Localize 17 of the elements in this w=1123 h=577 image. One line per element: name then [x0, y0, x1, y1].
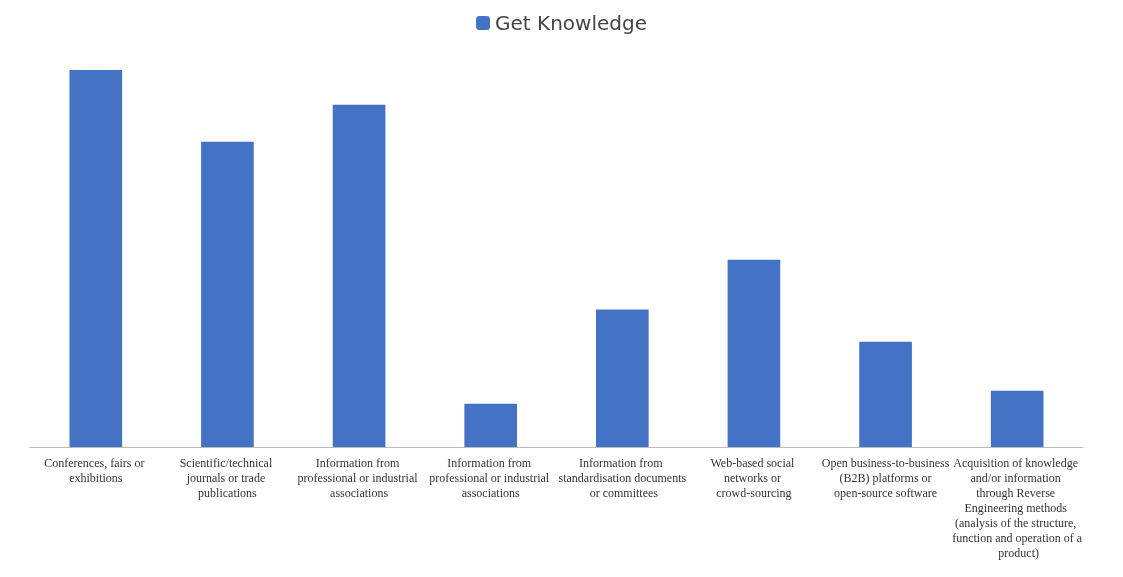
bar	[595, 309, 649, 447]
legend-label: Get Knowledge	[495, 11, 647, 35]
bar	[727, 259, 781, 447]
x-tick-label: Information from professional or industrial associations	[429, 455, 553, 500]
x-tick-label: Open business-to-business (B2B) platforms or open-source software	[821, 455, 950, 500]
x-tick-label: Conferences, fairs or exhibitions	[44, 455, 148, 485]
bar	[69, 70, 123, 447]
bar	[464, 403, 518, 447]
x-tick-label: Information from professional or industrial associations	[297, 455, 421, 500]
bar	[859, 341, 912, 447]
x-tick-label: Scientific/technical journals or trade publications	[179, 455, 276, 500]
x-tick-label: Web-based social networks or crowd-sourcing	[710, 455, 798, 500]
bar	[201, 141, 254, 447]
x-tick-label: Acquisition of knowledge and/or information through Reverse Engineering methods (analysis of the structure, function and operation of a product)	[952, 455, 1083, 560]
bar	[990, 390, 1044, 447]
bar	[332, 104, 386, 447]
x-tick-label: Information from standardisation documents or committees	[558, 455, 687, 500]
